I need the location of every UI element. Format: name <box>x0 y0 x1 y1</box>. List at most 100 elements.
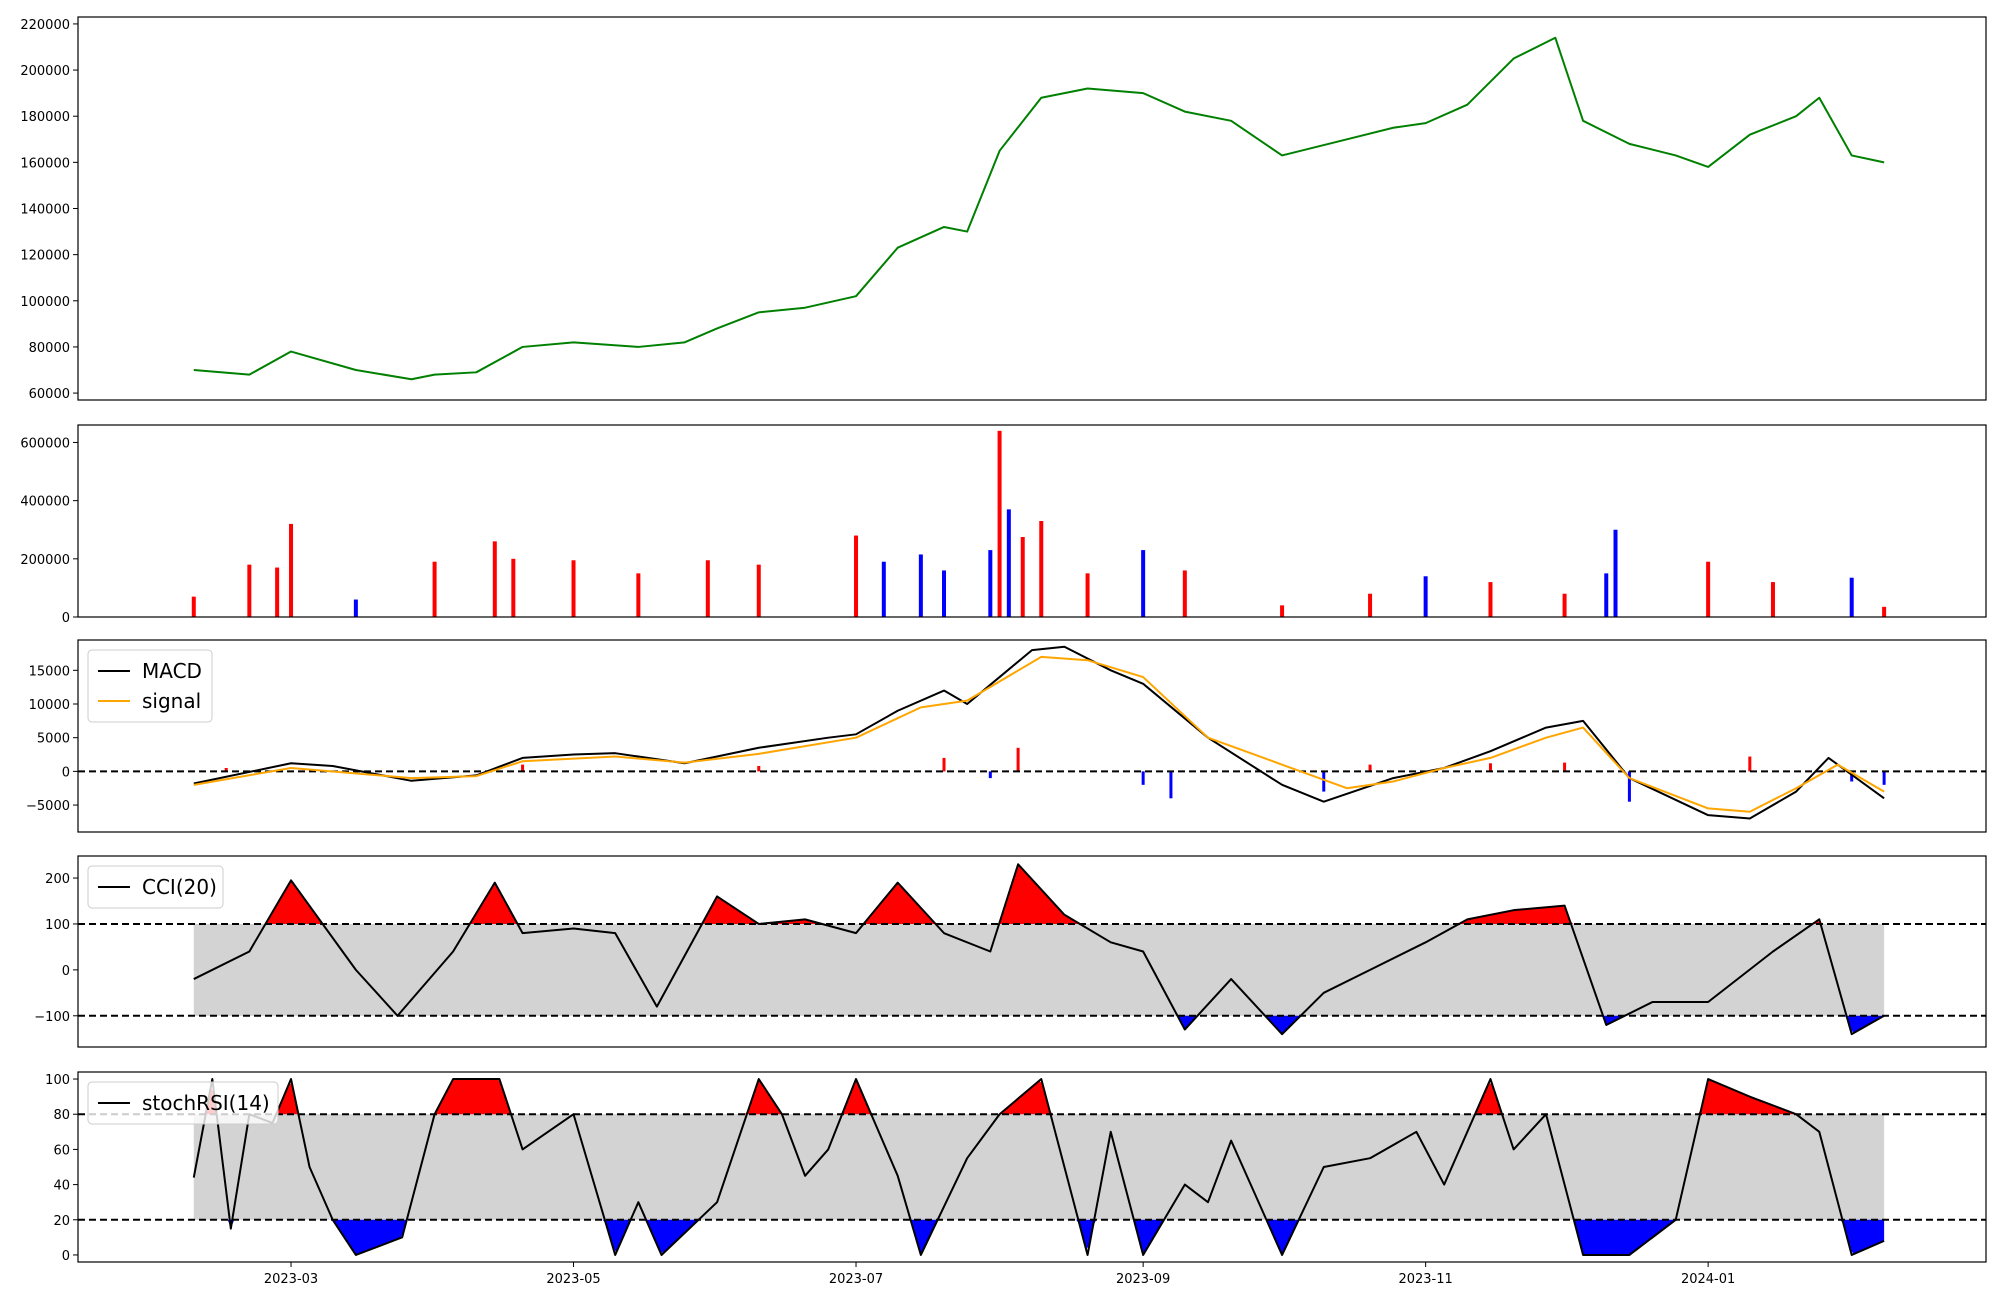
y-tick-label: 200000 <box>20 553 70 568</box>
panel-cci: −100 0 100 200 CCI(20) <box>34 855 1987 1048</box>
volume-bar <box>1770 582 1775 617</box>
legend-label: MACD <box>142 659 202 683</box>
legend-label: CCI(20) <box>142 875 217 899</box>
y-tick-label: 160000 <box>20 156 70 171</box>
overbought-fill <box>193 864 1885 924</box>
volume-bar <box>1368 593 1373 617</box>
macd-histogram-bar <box>1169 771 1173 799</box>
y-tick-label: 80 <box>53 1108 70 1123</box>
x-tick-label: 2023-05 <box>546 1272 600 1287</box>
y-tick-label: 60000 <box>29 387 70 402</box>
y-tick-label: 60 <box>53 1143 70 1158</box>
macd-histogram-bar <box>1016 747 1020 772</box>
macd-histogram-bar <box>1563 762 1567 772</box>
x-tick-label: 2023-09 <box>1116 1272 1170 1287</box>
y-tick-label: 140000 <box>20 203 70 218</box>
y-tick-label: 0 <box>62 765 70 780</box>
y-tick-label: 40 <box>53 1179 70 1194</box>
volume-bar <box>854 535 859 617</box>
x-axis: 2023-03 2023-05 2023-07 2023-09 2023-11 … <box>264 1262 1735 1287</box>
volume-bar <box>1020 537 1025 617</box>
y-tick-label: 100000 <box>20 295 70 310</box>
y-tick-label: 220000 <box>20 18 70 33</box>
volume-bar <box>636 573 641 617</box>
x-tick-label: 2023-03 <box>264 1272 318 1287</box>
volume-bar <box>1141 550 1146 617</box>
macd-histogram-bar <box>1882 771 1886 785</box>
volume-bar <box>1706 561 1711 617</box>
chart-panels: 6000080000100000120000140000160000180000… <box>20 16 1987 1264</box>
volume-bar <box>247 564 252 617</box>
volume-bar <box>1488 582 1493 617</box>
volume-bar <box>1280 605 1285 617</box>
y-tick-label: 0 <box>62 1249 70 1264</box>
volume-bar <box>289 523 294 617</box>
y-tick-label: 120000 <box>20 249 70 264</box>
volume-bar <box>1423 576 1428 617</box>
neutral-band <box>193 1114 1885 1220</box>
plot-area <box>191 430 1887 617</box>
x-tick-label: 2023-07 <box>829 1272 883 1287</box>
macd-histogram-bar <box>757 765 761 772</box>
series-line <box>193 645 1885 820</box>
macd-histogram-bar <box>988 771 992 779</box>
y-tick-label: 180000 <box>20 110 70 125</box>
y-tick-label: 20 <box>53 1214 70 1229</box>
volume-bar <box>705 560 710 617</box>
volume-bar <box>511 558 516 617</box>
volume-bar <box>191 596 196 617</box>
y-tick-label: 15000 <box>29 664 70 679</box>
macd-histogram-bar <box>1850 771 1854 782</box>
volume-bar <box>988 550 993 617</box>
volume-bar <box>1562 593 1567 617</box>
y-tick-label: −5000 <box>26 799 70 814</box>
macd-histogram-bar <box>942 757 946 772</box>
y-tick-label: 5000 <box>37 732 70 747</box>
panel-frame <box>77 424 1987 618</box>
volume-bar <box>432 561 437 617</box>
volume-bar <box>1882 606 1887 617</box>
y-tick-label: 200 <box>45 872 70 887</box>
panel-frame <box>77 639 1987 833</box>
macd-histogram-bar <box>1322 771 1326 792</box>
y-tick-label: 0 <box>62 964 70 979</box>
panel-macd: −5000 0 5000 10000 15000 MACD signal <box>26 639 1987 833</box>
plot-area <box>78 1078 1986 1256</box>
oversold-fill <box>193 1015 1885 1034</box>
panel-frame <box>77 855 1987 1048</box>
y-tick-label: 0 <box>62 611 70 626</box>
y-tick-label: 80000 <box>29 341 70 356</box>
panel-stochrsi: 0 20 40 60 80 100 stochRSI(14) <box>45 1071 1987 1264</box>
y-tick-label: 600000 <box>20 436 70 451</box>
oversold-fill <box>193 1219 1885 1255</box>
panel-volume: 0 200000 400000 600000 <box>20 424 1987 626</box>
volume-bar <box>1849 577 1854 617</box>
volume-bar <box>1182 570 1187 617</box>
volume-bar <box>492 541 497 617</box>
plot-area <box>78 645 1986 820</box>
legend-label: stochRSI(14) <box>142 1091 270 1115</box>
legend-box <box>87 865 224 909</box>
volume-bar <box>275 567 280 617</box>
volume-bar <box>1613 529 1618 617</box>
y-tick-label: 10000 <box>29 698 70 713</box>
series-line <box>193 863 1885 1036</box>
y-tick-label: 400000 <box>20 495 70 510</box>
volume-bar <box>756 564 761 617</box>
series-line <box>192 1078 1885 1256</box>
panel-frame <box>77 16 1987 401</box>
legend-box <box>87 1081 279 1125</box>
macd-histogram-bar <box>1141 771 1145 785</box>
neutral-band <box>193 923 1885 1016</box>
volume-bar <box>942 570 947 617</box>
x-tick-label: 2024-01 <box>1681 1272 1735 1287</box>
volume-bar <box>1604 573 1609 617</box>
macd-histogram-bar <box>521 764 525 772</box>
volume-bar <box>1039 521 1044 617</box>
volume-bar <box>571 560 576 617</box>
volume-bar <box>997 430 1002 617</box>
macd-histogram-bar <box>1748 756 1752 772</box>
volume-bar <box>881 561 886 617</box>
series-line <box>193 655 1885 813</box>
